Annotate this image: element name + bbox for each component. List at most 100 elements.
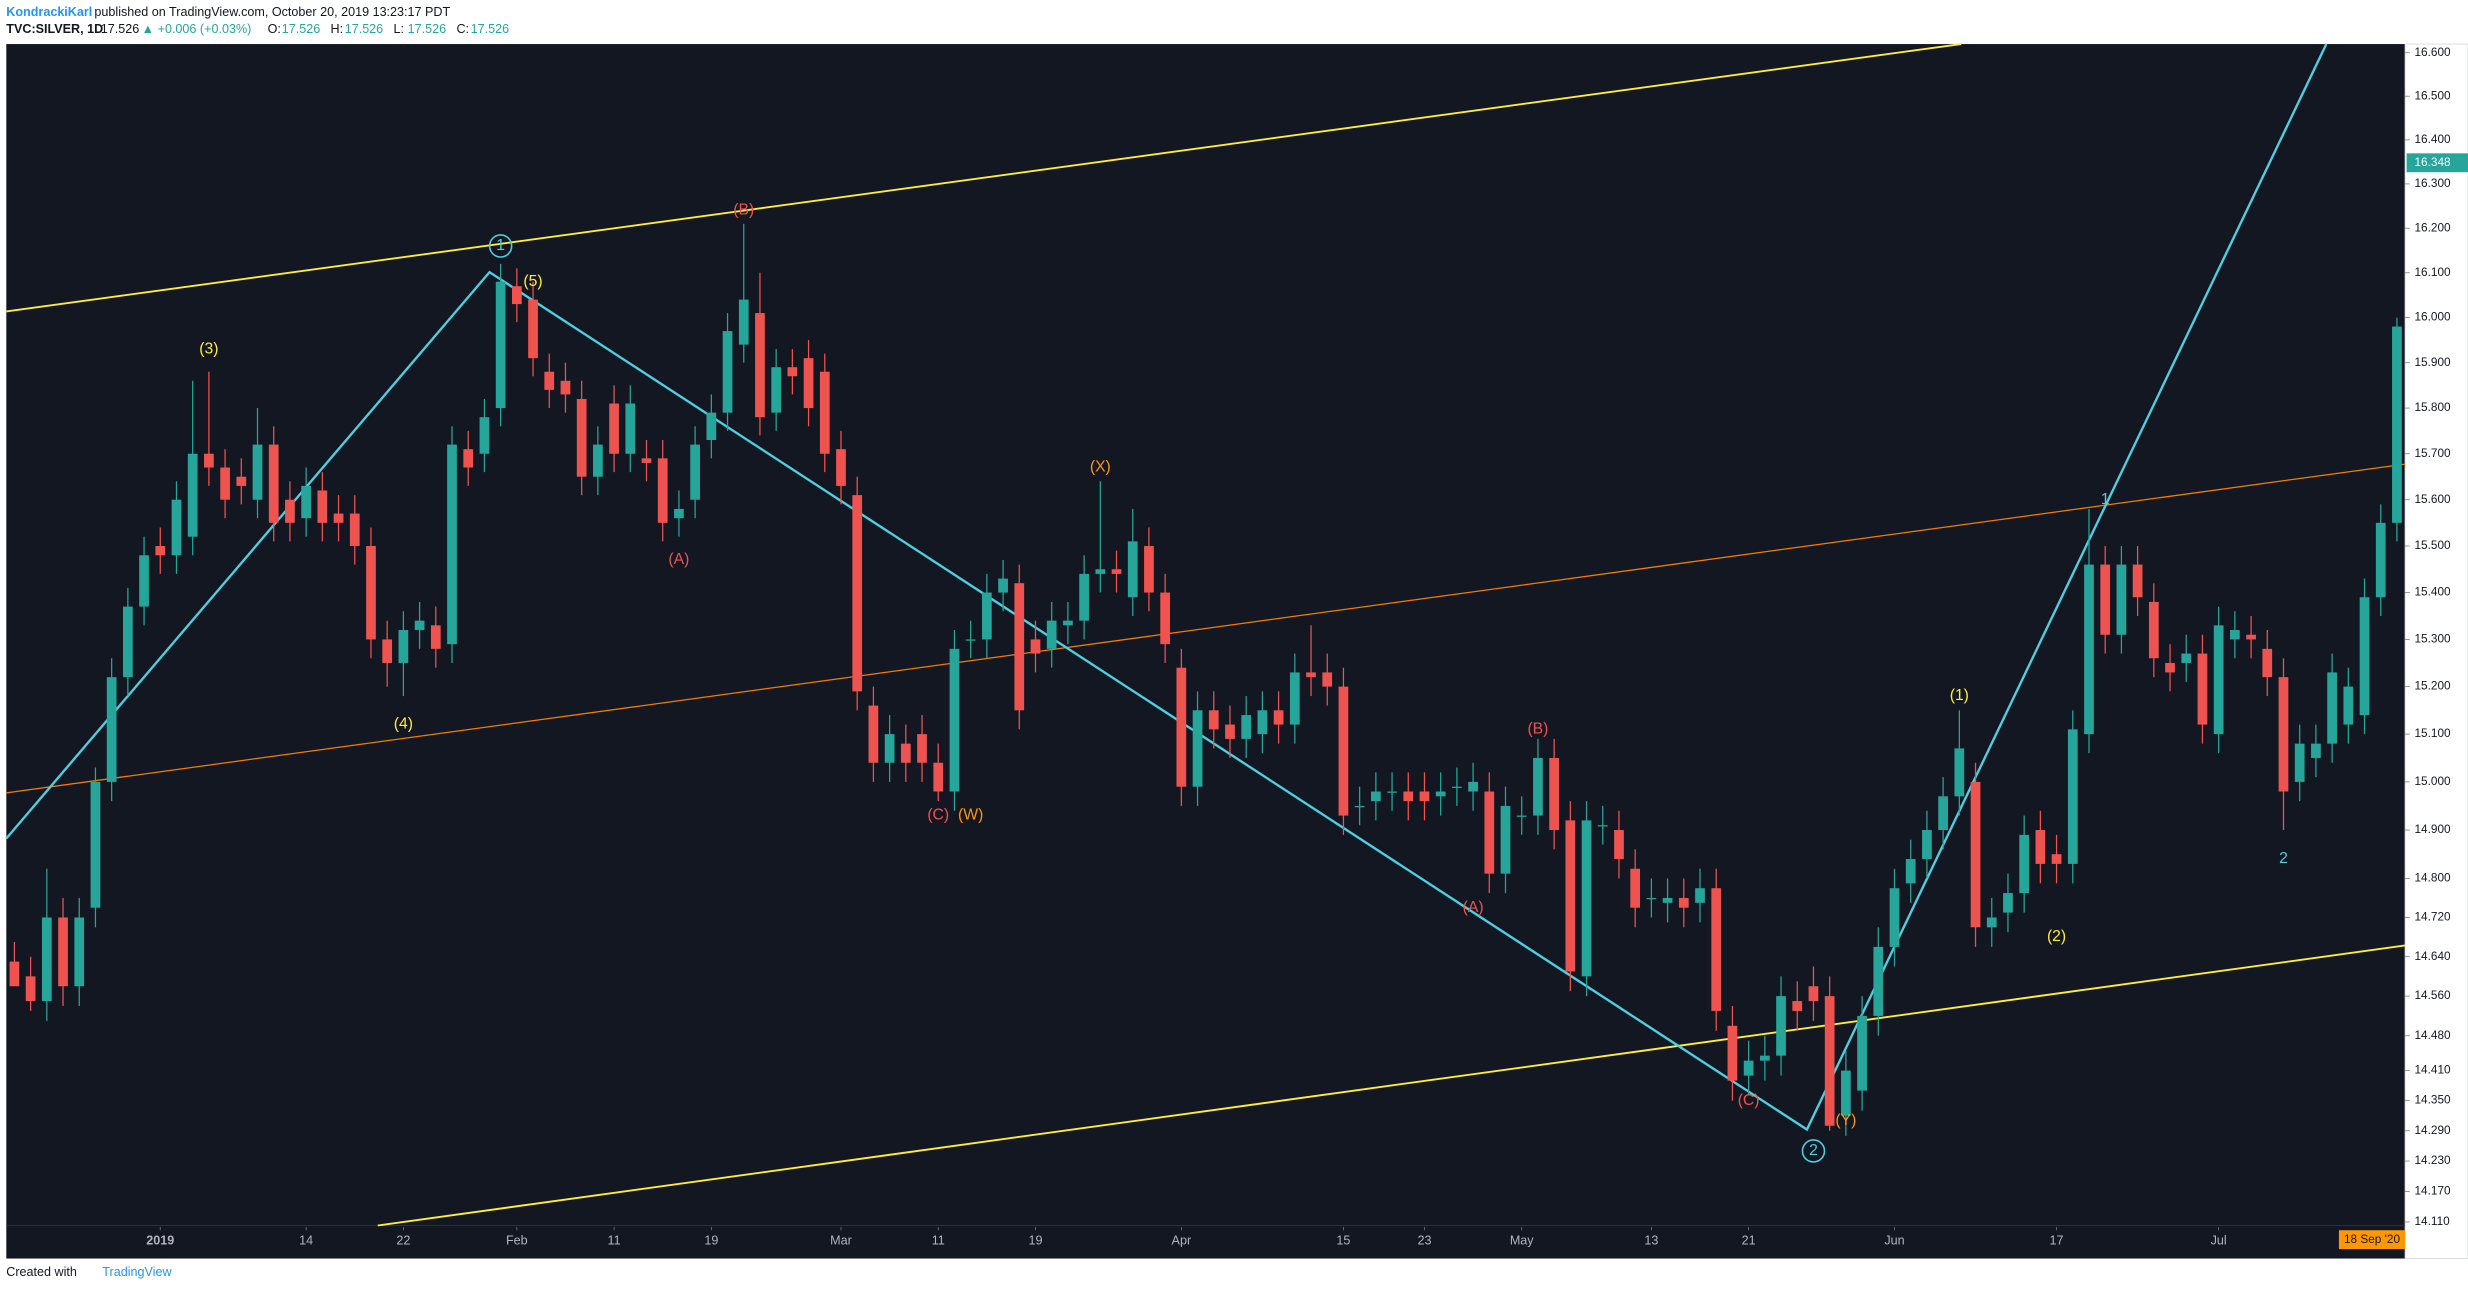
candle-body xyxy=(122,606,133,678)
candle-body xyxy=(1095,569,1106,574)
candle-body xyxy=(2035,830,2046,864)
candle-body xyxy=(900,743,911,763)
x-tick-label: Apr xyxy=(1172,1234,1192,1248)
wave-label: (C) xyxy=(927,807,949,824)
candle-body xyxy=(1711,888,1722,1011)
wave-label: (X) xyxy=(1090,459,1111,476)
candle-body xyxy=(868,705,879,763)
candle-body xyxy=(657,458,668,523)
quote-value: 17.526 xyxy=(471,22,509,36)
candle-body xyxy=(706,412,717,441)
wave-label: (A) xyxy=(1463,899,1484,916)
candle-body xyxy=(1922,830,1932,860)
candle-body xyxy=(2262,648,2273,678)
candle-body xyxy=(41,917,52,1002)
candle-body xyxy=(1289,672,1300,725)
y-tick-label: 16.100 xyxy=(2414,265,2451,279)
footer-brand[interactable]: TradingView xyxy=(102,1265,172,1279)
y-tick-label: 14.170 xyxy=(2414,1184,2451,1198)
candle-body xyxy=(1695,888,1705,903)
candle-body xyxy=(2213,625,2224,735)
candle-body xyxy=(285,499,295,523)
y-tick-label: 15.400 xyxy=(2414,585,2451,599)
channel-lower xyxy=(377,944,2406,1227)
candle-body xyxy=(333,513,344,523)
candle-body xyxy=(1743,1060,1754,1076)
candle-body xyxy=(1678,897,1689,908)
candle-body xyxy=(836,449,846,486)
candle-body xyxy=(1970,781,1981,928)
y-tick-label: 15.800 xyxy=(2414,400,2451,414)
y-tick-label: 14.290 xyxy=(2414,1123,2451,1137)
candle-body xyxy=(1127,541,1138,598)
candle-body xyxy=(1030,639,1041,654)
wave-label: (B) xyxy=(1527,720,1548,737)
candle-body xyxy=(2019,834,2030,894)
last-price: 17.526 xyxy=(101,22,139,36)
wave-label: (A) xyxy=(668,551,689,568)
y-tick-label: 14.410 xyxy=(2414,1063,2451,1077)
quote-label: O: xyxy=(268,22,281,36)
candle-body xyxy=(236,476,247,486)
x-tick-label: May xyxy=(1510,1234,1534,1248)
candle-body xyxy=(1662,897,1673,903)
candle-body xyxy=(171,499,182,556)
y-tick-label: 16.200 xyxy=(2414,220,2451,234)
candle-body xyxy=(1776,996,1786,1056)
wave-label: 2 xyxy=(2279,850,2288,867)
candle-body xyxy=(884,734,895,763)
y-tick-label: 16.000 xyxy=(2414,310,2451,324)
wave-label: (4) xyxy=(394,716,413,733)
candle-body xyxy=(495,281,506,409)
wave-label: (5) xyxy=(523,273,542,290)
candle-body xyxy=(1986,917,1997,928)
candle-body xyxy=(479,417,490,454)
candle-body xyxy=(1273,710,1284,725)
wave-label: (Y) xyxy=(1835,1112,1856,1129)
candle-body xyxy=(722,331,733,413)
candle-body xyxy=(998,578,1008,593)
y-tick-label: 16.300 xyxy=(2414,176,2451,190)
candle-body xyxy=(1905,859,1916,884)
candle-body xyxy=(1565,820,1576,972)
change: ▲ +0.006 (+0.03%) xyxy=(142,22,252,36)
x-tick-label: 15 xyxy=(1336,1234,1350,1248)
wave-label: (2) xyxy=(2047,928,2066,945)
author[interactable]: KondrackiKarl xyxy=(6,5,92,19)
candle-body xyxy=(1468,781,1478,792)
quote-value: 17.526 xyxy=(408,22,446,36)
candle-body xyxy=(2327,672,2337,744)
candle-body xyxy=(1160,592,1171,645)
y-tick-label: 14.350 xyxy=(2414,1093,2451,1107)
candle-body xyxy=(187,453,198,537)
candles xyxy=(9,223,2402,1136)
candle-body xyxy=(593,444,603,477)
wave-label: 1 xyxy=(496,237,505,254)
x-tick-label: 19 xyxy=(704,1234,718,1248)
candle-body xyxy=(1630,868,1641,908)
candle-body xyxy=(641,458,652,463)
candle-body xyxy=(2359,597,2370,716)
crosshair-date-box xyxy=(2338,1230,2406,1250)
candle-body xyxy=(1225,724,1235,739)
y-tick-label: 14.480 xyxy=(2414,1028,2451,1042)
candle-body xyxy=(1516,815,1527,817)
channel-mid xyxy=(6,463,2406,794)
candle-body xyxy=(1322,672,1333,687)
candle-body xyxy=(690,444,700,500)
y-tick-label: 14.800 xyxy=(2414,871,2451,885)
candle-body xyxy=(1387,791,1397,793)
candle-body xyxy=(1111,569,1122,574)
candle-body xyxy=(1079,573,1089,621)
candle-body xyxy=(58,917,68,987)
candle-body xyxy=(463,449,474,468)
candle-body xyxy=(2294,743,2305,782)
wave-label: (W) xyxy=(958,807,983,824)
candle-body xyxy=(1176,667,1187,787)
wave-path xyxy=(5,43,2328,1132)
candle-body xyxy=(317,490,328,523)
candle-body xyxy=(430,625,441,649)
candle-body xyxy=(852,495,863,692)
candle-body xyxy=(2229,630,2240,640)
quote-label: H: xyxy=(331,22,344,36)
